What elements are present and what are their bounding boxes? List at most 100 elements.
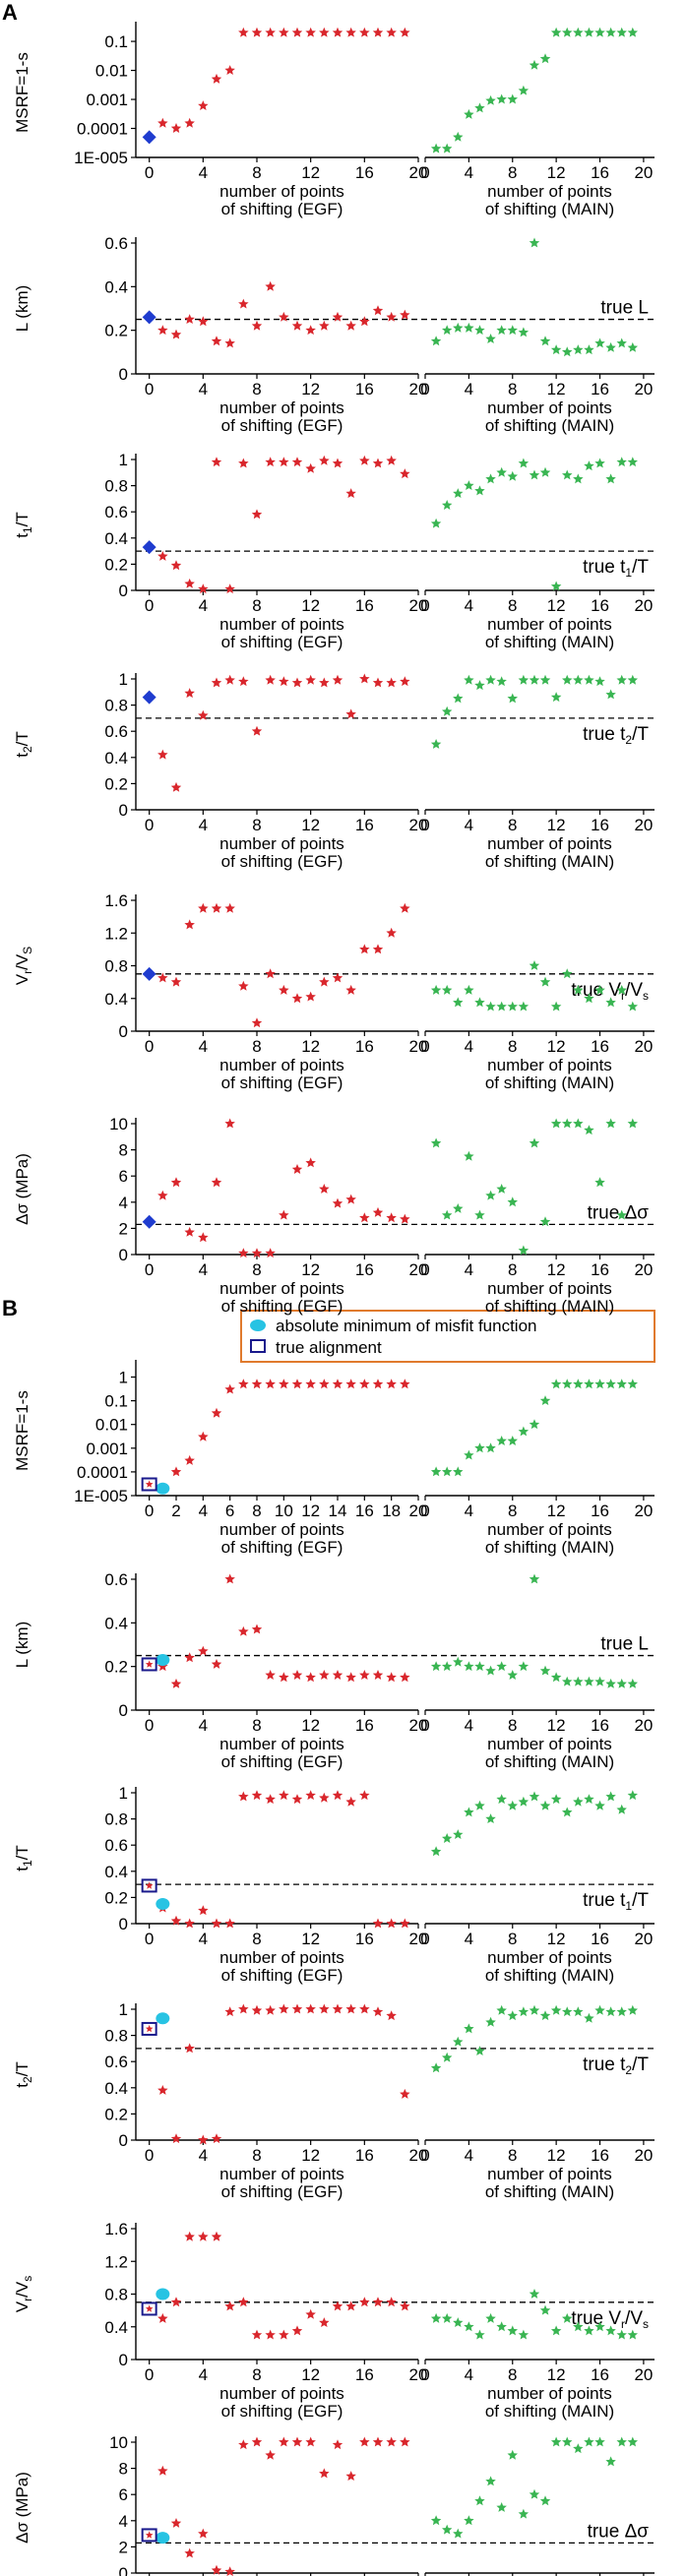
main-point — [496, 2321, 507, 2332]
egf-point — [305, 2436, 316, 2447]
x-label-left-1: number of points — [219, 182, 344, 201]
egf-point — [157, 2465, 168, 2476]
egf-point — [319, 677, 330, 688]
absolute-minimum-marker — [156, 1898, 170, 1911]
x-label-left-2: of shifting (EGF) — [221, 1073, 343, 1092]
egf-point — [211, 1918, 222, 1929]
main-point — [474, 102, 485, 113]
main-point — [562, 1379, 573, 1389]
x-tick-label-left: 8 — [252, 2365, 261, 2384]
main-point — [562, 674, 573, 685]
x-tick-label-right: 16 — [591, 596, 609, 615]
y-tick-label: 0 — [119, 365, 128, 384]
x-tick-label-right: 20 — [634, 1716, 653, 1735]
x-tick-label-right: 0 — [420, 1716, 429, 1735]
egf-point — [372, 458, 384, 468]
y-label-text: L (km) — [13, 285, 31, 333]
x-tick-label-left: 20 — [409, 1260, 428, 1279]
egf-point — [251, 1624, 263, 1634]
egf-point — [319, 1792, 330, 1803]
egf-point — [400, 1672, 410, 1683]
main-point — [529, 237, 540, 248]
x-tick-label-right: 20 — [634, 1037, 653, 1056]
egf-point — [265, 1248, 276, 1258]
egf-point — [198, 1431, 209, 1441]
main-point — [550, 1379, 562, 1389]
y-tick-label: 0.2 — [104, 1658, 128, 1677]
main-point — [594, 984, 605, 995]
main-point — [474, 325, 485, 336]
egf-point — [265, 457, 276, 467]
main-point — [496, 1436, 507, 1445]
x-tick-label-right: 16 — [591, 2146, 609, 2165]
x-tick-label-left: 12 — [301, 163, 320, 182]
main-point — [507, 2449, 518, 2460]
x-tick-label-left: 16 — [355, 1930, 374, 1948]
x-tick-label-left: 20 — [409, 1502, 428, 1520]
panel-label-a: A — [2, 0, 18, 25]
egf-point — [372, 1379, 384, 1389]
x-tick-label-left: 12 — [301, 816, 320, 834]
x-tick-label-right: 16 — [591, 2365, 609, 2384]
egf-point — [386, 2297, 397, 2307]
main-point — [605, 27, 616, 37]
egf-point — [198, 583, 209, 594]
main-point — [496, 1001, 507, 1012]
egf-point — [279, 1209, 289, 1220]
x-tick-label-left: 8 — [252, 1260, 261, 1279]
y-label: Vr/Vs — [13, 2276, 34, 2312]
egf-point — [211, 902, 222, 913]
x-label-right-2: of shifting (MAIN) — [485, 1538, 614, 1557]
x-tick-label-right: 0 — [420, 2365, 429, 2384]
egf-point — [386, 1918, 397, 1929]
y-label: t1/T — [13, 512, 34, 538]
main-point — [573, 1118, 584, 1129]
main-point — [627, 1678, 638, 1688]
x-label-right-1: number of points — [487, 1056, 612, 1074]
x-tick-label-right: 8 — [508, 2146, 517, 2165]
main-point — [474, 485, 485, 496]
y-tick-label: 0.6 — [104, 234, 128, 253]
main-point — [507, 93, 518, 104]
x-tick-label-left: 8 — [252, 2146, 261, 2165]
x-tick-label-right: 8 — [508, 380, 517, 399]
x-tick-label-right: 12 — [547, 380, 566, 399]
egf-point — [184, 919, 195, 930]
main-point — [430, 2515, 442, 2526]
egf-point — [319, 2468, 330, 2479]
egf-point — [400, 309, 410, 320]
x-label-right-1: number of points — [487, 2165, 612, 2183]
x-tick-label-right: 0 — [420, 2146, 429, 2165]
egf-point — [400, 902, 410, 913]
y-label: t2/T — [13, 2061, 34, 2088]
egf-point — [184, 314, 195, 324]
egf-point — [238, 298, 249, 309]
egf-point — [332, 2003, 343, 2014]
egf-point — [359, 455, 370, 465]
x-tick-label-left: 8 — [252, 816, 261, 834]
x-label-left-1: number of points — [219, 1056, 344, 1074]
egf-point — [372, 944, 384, 954]
main-point — [605, 1118, 616, 1129]
y-tick-label: 0.8 — [104, 2286, 128, 2304]
x-label-right-2: of shifting (MAIN) — [485, 852, 614, 871]
main-point — [573, 473, 584, 484]
main-point — [584, 674, 594, 685]
true-value-diamond — [142, 1214, 156, 1229]
egf-point — [279, 457, 289, 467]
x-tick-label-right: 4 — [465, 163, 473, 182]
main-point — [539, 2010, 551, 2021]
true-alignment-marker — [141, 1477, 157, 1492]
x-tick-label-left: 18 — [382, 1502, 401, 1520]
main-point — [539, 2304, 551, 2315]
main-point — [616, 27, 627, 37]
egf-point — [198, 316, 209, 327]
main-point — [485, 674, 496, 685]
absolute-minimum-marker — [156, 1482, 170, 1495]
x-tick-label-left: 0 — [145, 2365, 154, 2384]
x-label-left-2: of shifting (EGF) — [221, 2182, 343, 2201]
egf-point — [238, 27, 249, 37]
main-point — [453, 693, 464, 704]
